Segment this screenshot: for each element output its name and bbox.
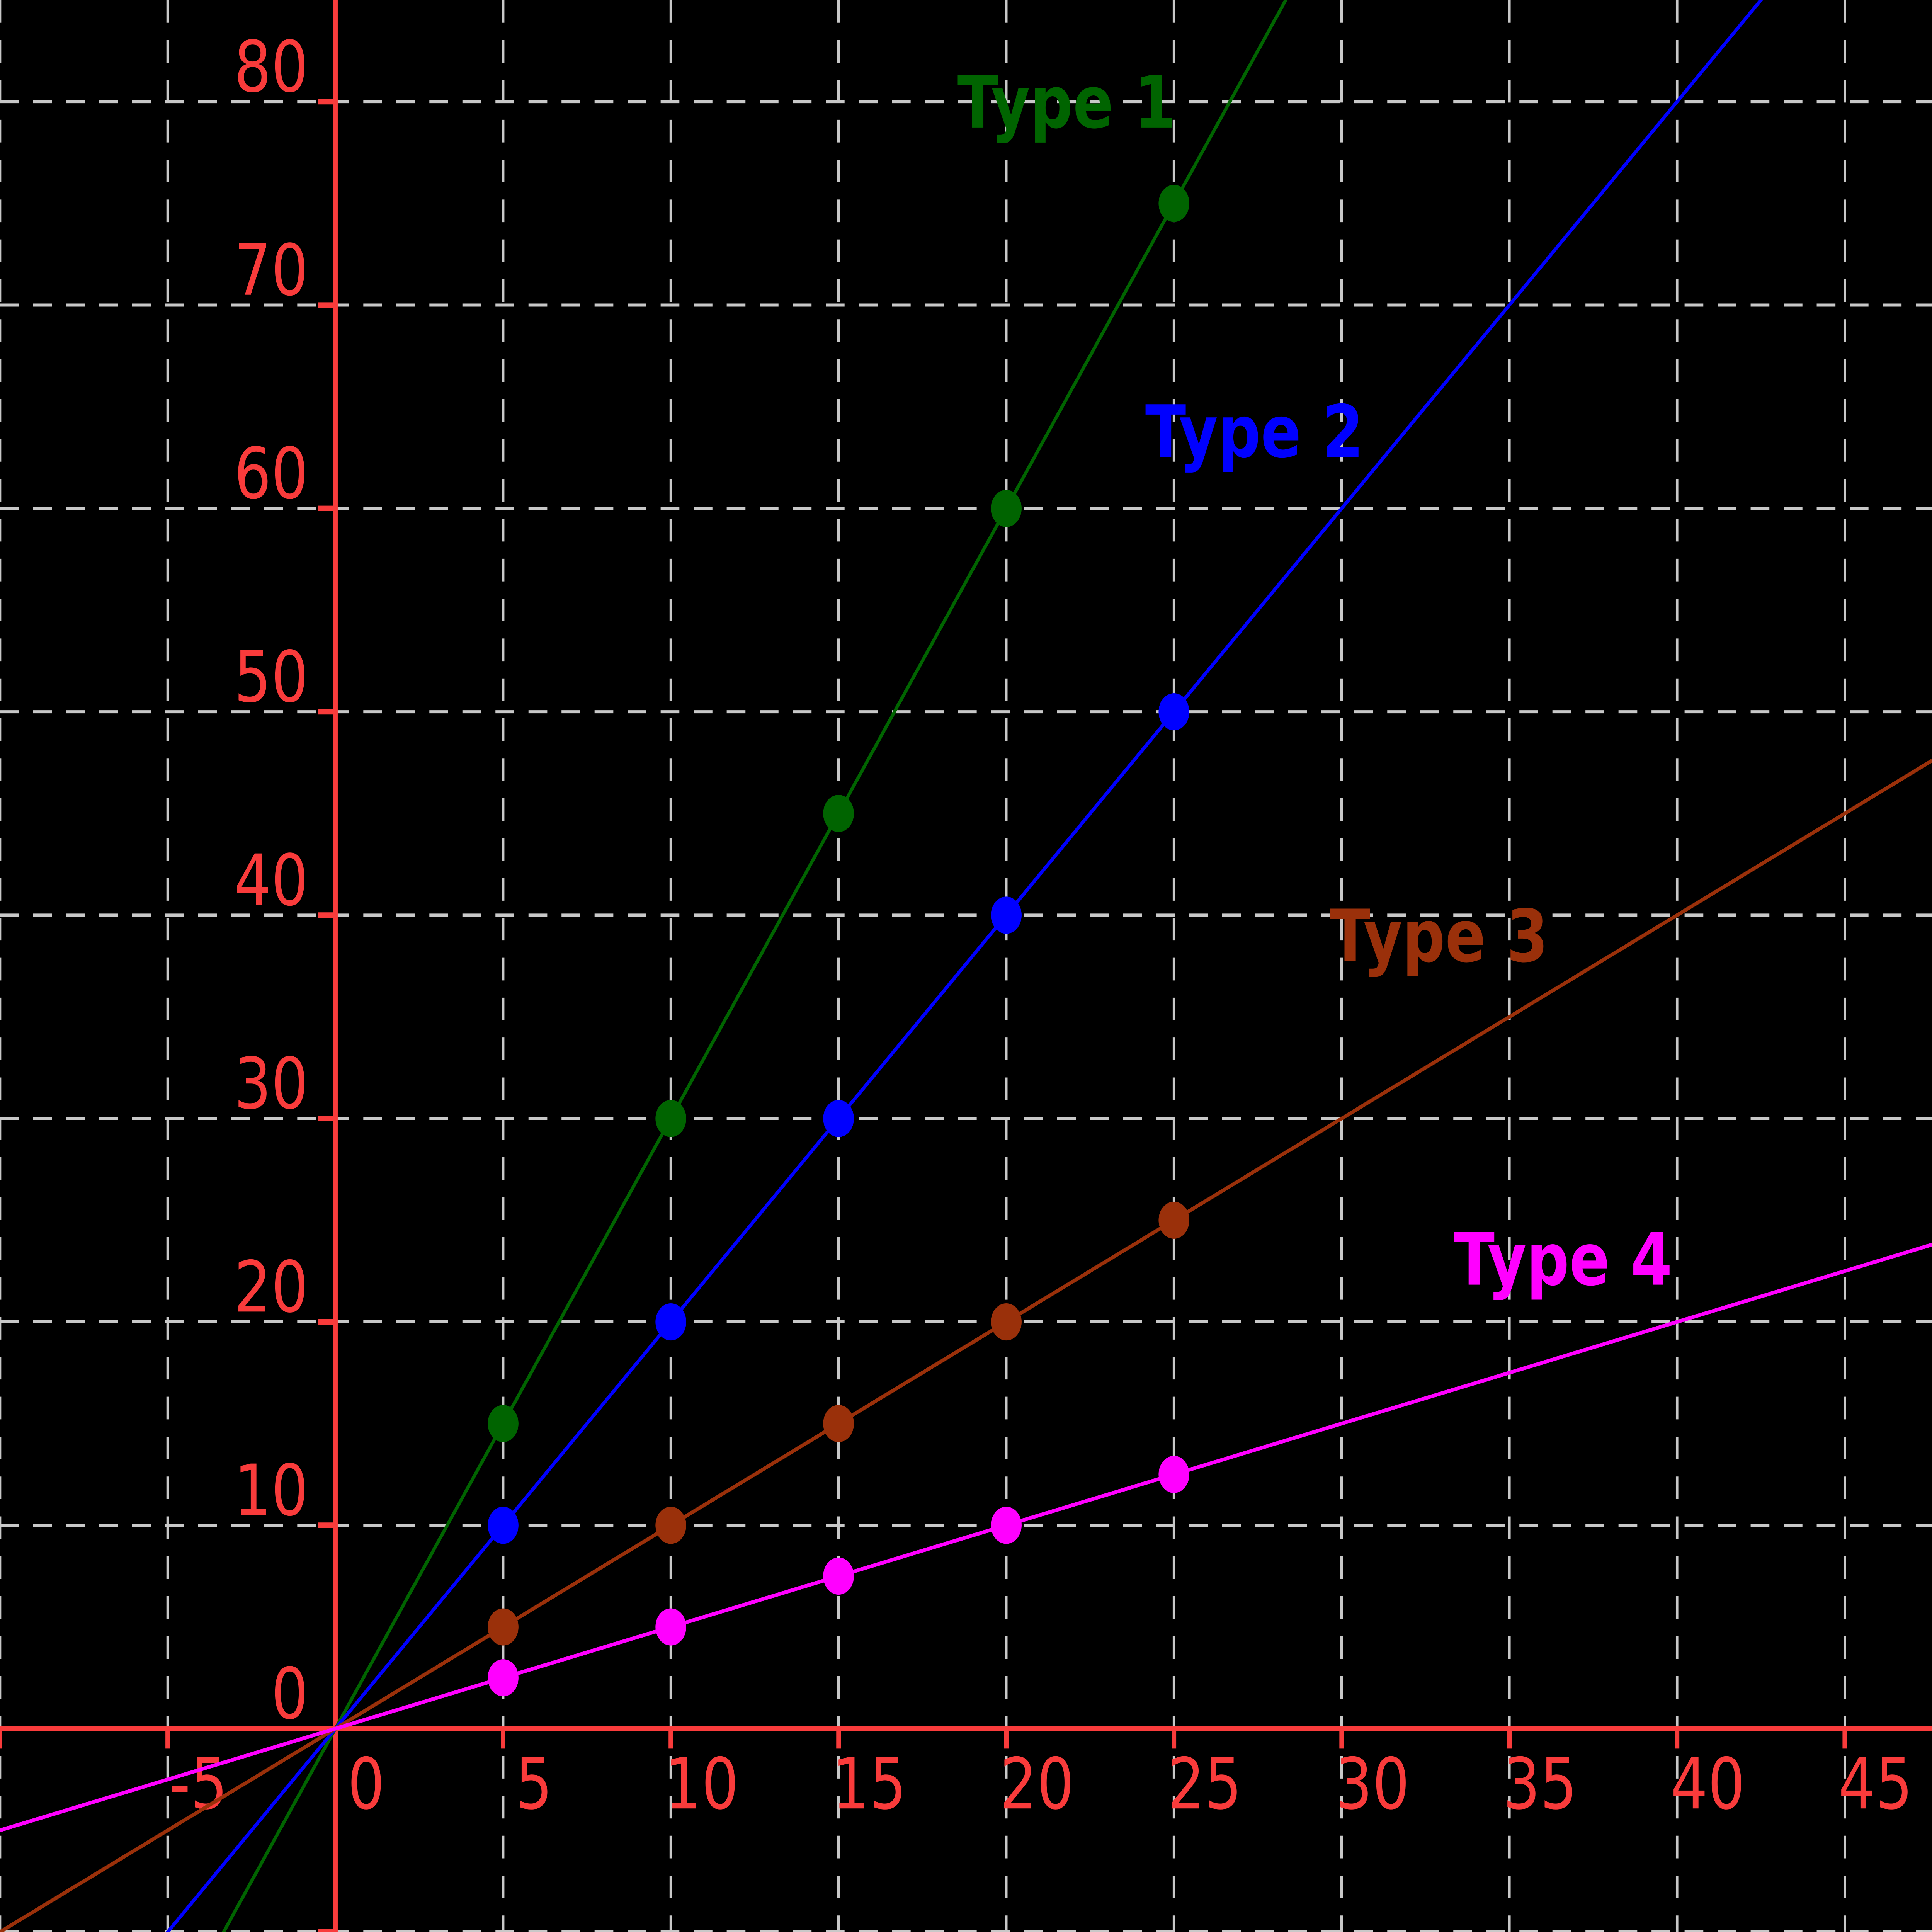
data-point-type-4-10-5 bbox=[655, 1608, 686, 1646]
data-point-type-3-5-5 bbox=[488, 1608, 519, 1646]
x-tick-label-10: 10 bbox=[665, 1743, 739, 1825]
series-type-4: Type 4 bbox=[0, 1218, 1932, 1832]
data-point-type-1-15-45 bbox=[823, 795, 854, 832]
y-tick-label-70: 70 bbox=[234, 229, 308, 312]
series-type-3: Type 3 bbox=[0, 759, 1932, 1932]
data-point-type-3-25-25 bbox=[1158, 1201, 1189, 1239]
x-tick-label-30: 30 bbox=[1335, 1743, 1410, 1825]
y-tick-label-0: 0 bbox=[271, 1653, 308, 1735]
x-tick-label-45: 45 bbox=[1838, 1743, 1913, 1825]
x-tick-label-0: 0 bbox=[348, 1743, 385, 1825]
data-point-type-3-20-20 bbox=[991, 1303, 1022, 1341]
x-tick-label-40: 40 bbox=[1671, 1743, 1745, 1825]
x-tick-label-5: 5 bbox=[515, 1743, 553, 1825]
y-tick-label-80: 80 bbox=[234, 26, 308, 108]
x-tick-label-15: 15 bbox=[832, 1743, 906, 1825]
data-point-type-2-10-20 bbox=[655, 1303, 686, 1341]
y-tick-label-50: 50 bbox=[234, 636, 308, 718]
y-tick-label-60: 60 bbox=[234, 432, 308, 515]
series-label-type-1: Type 1 bbox=[957, 61, 1176, 145]
series-label-type-4: Type 4 bbox=[1454, 1218, 1672, 1302]
y-tick-label-40: 40 bbox=[234, 839, 308, 922]
data-point-type-4-25-12.5 bbox=[1158, 1456, 1189, 1493]
data-point-type-2-15-30 bbox=[823, 1100, 854, 1137]
y-tick-label-30: 30 bbox=[234, 1043, 308, 1125]
data-point-type-1-5-15 bbox=[488, 1405, 519, 1442]
x-tick-label-25: 25 bbox=[1168, 1743, 1242, 1825]
series-label-type-2: Type 2 bbox=[1145, 390, 1364, 474]
data-point-type-3-15-15 bbox=[823, 1405, 854, 1442]
data-point-type-4-20-10 bbox=[991, 1507, 1022, 1544]
x-tick-label-20: 20 bbox=[1000, 1743, 1074, 1825]
y-tick-label-10: 10 bbox=[234, 1449, 308, 1532]
data-point-type-1-25-75 bbox=[1158, 185, 1189, 222]
data-point-type-1-10-30 bbox=[655, 1100, 686, 1137]
x-tick-label-35: 35 bbox=[1503, 1743, 1577, 1825]
series-line-type-4 bbox=[0, 1243, 1932, 1832]
series-line-type-3 bbox=[0, 759, 1932, 1932]
y-tick-label-20: 20 bbox=[234, 1246, 308, 1328]
data-point-type-3-10-10 bbox=[655, 1507, 686, 1544]
data-point-type-1-20-60 bbox=[991, 490, 1022, 527]
data-point-type-4-5-2.5 bbox=[488, 1659, 519, 1697]
data-point-type-2-5-10 bbox=[488, 1507, 519, 1544]
series-label-type-3: Type 3 bbox=[1330, 895, 1548, 979]
data-point-type-4-15-7.5 bbox=[823, 1557, 854, 1595]
data-point-type-2-25-50 bbox=[1158, 693, 1189, 731]
data-point-type-2-20-40 bbox=[991, 896, 1022, 934]
